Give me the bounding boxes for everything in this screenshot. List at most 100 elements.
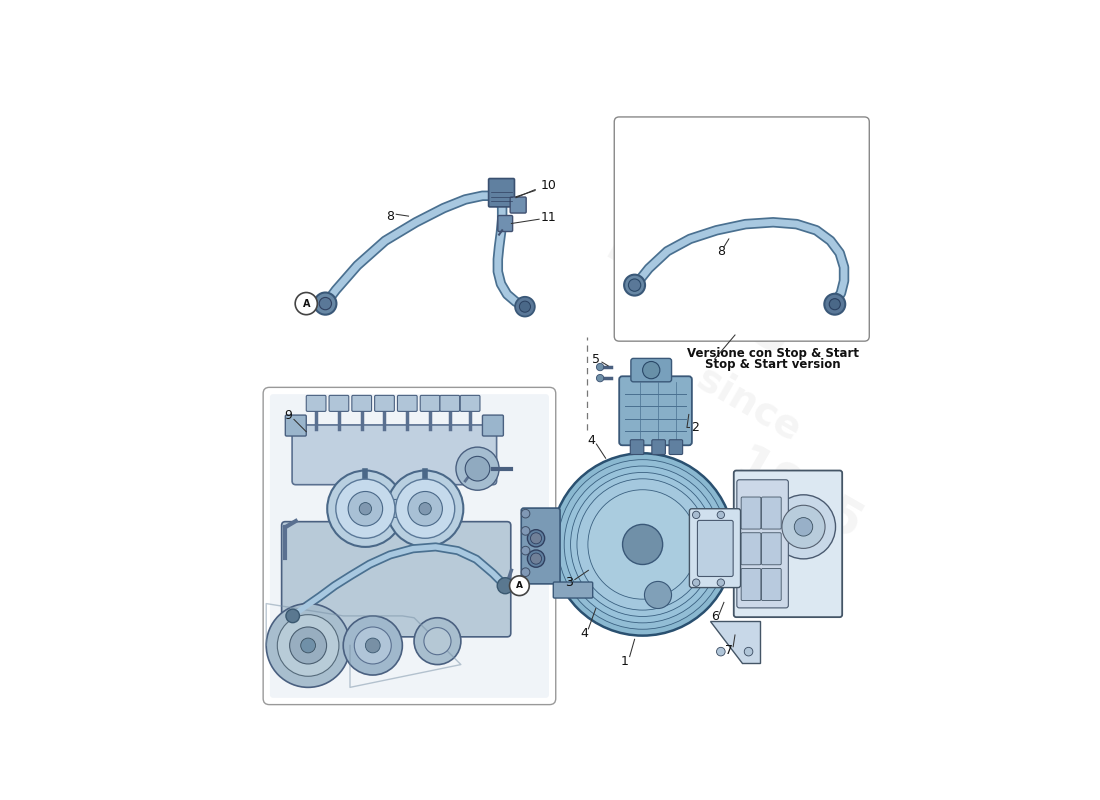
Text: A: A (302, 298, 310, 309)
Circle shape (530, 553, 541, 564)
Text: A: A (516, 582, 522, 590)
Circle shape (745, 647, 752, 656)
FancyBboxPatch shape (631, 358, 671, 382)
Circle shape (716, 647, 725, 656)
Circle shape (343, 616, 403, 675)
Circle shape (465, 456, 490, 481)
Text: 5: 5 (593, 353, 601, 366)
Text: 1985: 1985 (726, 441, 870, 552)
Circle shape (564, 466, 721, 623)
Circle shape (628, 279, 640, 291)
Circle shape (571, 473, 715, 617)
Circle shape (642, 362, 660, 378)
Circle shape (315, 293, 337, 314)
Circle shape (277, 614, 339, 676)
Circle shape (519, 301, 530, 312)
Circle shape (295, 293, 317, 314)
Text: Versione con Stop & Start: Versione con Stop & Start (688, 347, 859, 360)
FancyBboxPatch shape (488, 178, 515, 207)
Circle shape (327, 470, 404, 547)
Circle shape (623, 524, 662, 565)
Circle shape (354, 627, 392, 664)
Circle shape (596, 363, 604, 370)
FancyBboxPatch shape (614, 117, 869, 341)
FancyBboxPatch shape (761, 497, 781, 529)
Circle shape (319, 298, 331, 310)
Text: 2: 2 (691, 421, 698, 434)
Circle shape (645, 582, 671, 609)
FancyBboxPatch shape (761, 533, 781, 565)
Circle shape (771, 494, 836, 559)
Circle shape (360, 502, 372, 515)
Circle shape (521, 568, 530, 577)
Circle shape (414, 618, 461, 665)
FancyBboxPatch shape (364, 499, 427, 518)
Polygon shape (711, 621, 760, 662)
Circle shape (596, 374, 604, 382)
Circle shape (300, 638, 316, 653)
Text: 9: 9 (284, 409, 292, 422)
Circle shape (348, 491, 383, 526)
FancyBboxPatch shape (741, 533, 761, 565)
FancyBboxPatch shape (285, 415, 306, 436)
Text: 8: 8 (717, 245, 725, 258)
FancyBboxPatch shape (630, 440, 644, 454)
FancyBboxPatch shape (352, 395, 372, 411)
FancyBboxPatch shape (282, 522, 510, 637)
Circle shape (509, 576, 529, 595)
FancyBboxPatch shape (397, 395, 417, 411)
FancyBboxPatch shape (652, 440, 666, 454)
Text: 10: 10 (540, 179, 557, 192)
Circle shape (408, 491, 442, 526)
Circle shape (289, 627, 327, 664)
Text: 1: 1 (620, 655, 628, 668)
Text: 11: 11 (540, 211, 557, 225)
FancyBboxPatch shape (761, 569, 781, 601)
FancyBboxPatch shape (737, 480, 789, 608)
FancyBboxPatch shape (270, 394, 549, 698)
Circle shape (424, 628, 451, 654)
FancyBboxPatch shape (420, 395, 440, 411)
Circle shape (497, 578, 514, 594)
FancyBboxPatch shape (293, 425, 496, 485)
FancyBboxPatch shape (306, 395, 326, 411)
FancyBboxPatch shape (510, 197, 526, 213)
Circle shape (527, 550, 544, 567)
FancyBboxPatch shape (460, 395, 480, 411)
Text: 4: 4 (580, 626, 588, 640)
FancyBboxPatch shape (697, 521, 733, 577)
Circle shape (624, 274, 645, 295)
Circle shape (286, 609, 299, 622)
FancyBboxPatch shape (553, 582, 593, 598)
Text: PARTS: PARTS (595, 217, 803, 370)
FancyBboxPatch shape (263, 387, 556, 705)
Circle shape (717, 579, 725, 586)
FancyBboxPatch shape (741, 497, 761, 529)
Circle shape (521, 526, 530, 535)
FancyBboxPatch shape (440, 395, 460, 411)
Circle shape (587, 490, 697, 599)
Circle shape (551, 454, 734, 636)
Circle shape (558, 460, 727, 630)
Circle shape (527, 530, 544, 547)
Circle shape (365, 638, 381, 653)
Text: 4: 4 (587, 434, 595, 447)
Circle shape (515, 297, 535, 317)
FancyBboxPatch shape (329, 395, 349, 411)
Text: since: since (690, 359, 807, 449)
Circle shape (455, 447, 499, 490)
Circle shape (693, 511, 700, 518)
Circle shape (824, 294, 845, 314)
Circle shape (336, 479, 395, 538)
Text: 7: 7 (725, 644, 733, 657)
Text: 6: 6 (711, 610, 718, 623)
Circle shape (717, 511, 725, 518)
Text: Stop & Start version: Stop & Start version (705, 358, 842, 371)
Circle shape (266, 603, 350, 687)
FancyBboxPatch shape (690, 509, 740, 587)
Circle shape (521, 546, 530, 555)
FancyBboxPatch shape (734, 470, 843, 617)
Circle shape (387, 470, 463, 547)
Circle shape (530, 533, 541, 544)
FancyBboxPatch shape (498, 215, 513, 231)
